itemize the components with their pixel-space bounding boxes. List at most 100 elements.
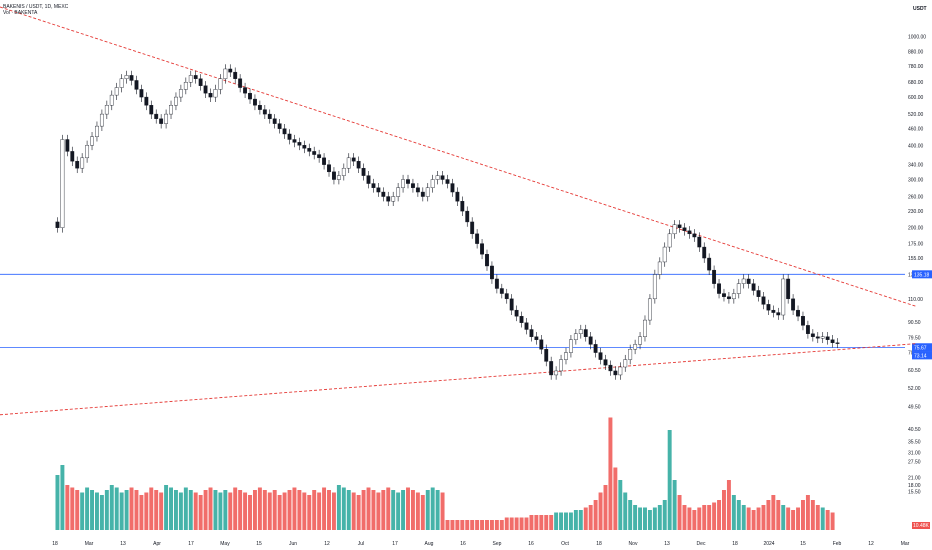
volume-bar [761,505,766,530]
volume-bar [322,487,327,530]
y-tick-label: 680.00 [908,80,924,86]
candle-body [628,349,633,360]
candle-body [178,89,183,98]
volume-bar [766,500,771,530]
candle-body [465,210,470,223]
volume-bar [593,500,598,530]
volume-bar [327,490,331,530]
volume-bar [248,495,252,530]
volume-bar [470,520,475,530]
candle-body [504,293,509,300]
volume-bar [578,510,583,530]
volume-bar [687,507,692,530]
volume-bar [213,490,218,530]
candle-body [667,233,672,248]
candle-body [213,89,218,98]
candle-body [95,125,99,137]
volume-bar [109,485,114,530]
volume-bar [524,517,529,530]
volume-bar [80,492,85,530]
candle-body [327,164,331,173]
volume-bar [519,517,524,530]
x-tick-label: 2024 [763,541,774,547]
volume-bar [341,487,346,530]
volume-bar [633,505,638,530]
volume-bar [608,417,613,530]
symbol-label: BAKENIS / USDT, 1D, MEXC [3,4,69,10]
volume-bar [672,480,677,530]
candle-body [672,224,677,235]
candle-body [692,233,697,238]
candle-body [460,200,465,212]
volume-bar [746,507,751,530]
y-tick-label: 520.00 [908,112,924,118]
x-tick-label: 15 [800,541,806,547]
candle-body [490,265,494,280]
volume-bar [114,487,119,530]
level-price-tag [912,270,932,279]
candle-body [174,96,178,106]
candle-body [603,359,608,366]
current-price-label: 73.14 [914,353,927,359]
y-tick-label: 155.00 [908,256,924,262]
x-tick-label: 17 [392,541,398,547]
volume-bar [514,517,519,530]
candle-body [751,283,756,291]
level-price-label: 135.18 [914,272,930,278]
candle-body [815,336,820,339]
volume-bar [149,487,154,530]
candle-body [494,278,499,289]
candle-body [159,118,164,124]
candle-body [312,151,317,155]
candle-body [272,118,277,124]
volume-bar [509,517,514,530]
volume-tick-label: 18.00 [908,483,921,489]
currency-label: USDT [913,6,927,12]
candle-body [682,227,687,231]
candle-body [805,325,810,334]
volume-bar [450,520,455,530]
candle-body [435,175,440,180]
candle-body [183,81,188,90]
volume-bar [396,492,401,530]
x-tick-label: Mar [85,541,94,547]
volume-bar [603,485,608,530]
volume-bar [475,520,480,530]
candle-body [652,274,657,300]
volume-bar [702,505,707,530]
volume-bar [178,492,183,530]
volume-bar [75,490,80,530]
candle-body [322,157,327,165]
y-tick-label: 880.00 [908,50,924,56]
volume-bar [277,495,282,530]
candle-body [228,68,233,73]
volume-bar [55,475,60,530]
volume-bar [692,510,697,530]
volume-bar [134,490,139,530]
volume-bar [796,507,801,530]
candle-body [356,160,361,169]
y-tick-label: 60.50 [908,368,921,374]
volume-tick-label: 35.50 [908,439,921,445]
volume-bar [203,490,208,530]
candle-body [593,344,598,353]
volume-bar [751,510,756,530]
x-tick-label: Dec [697,541,706,547]
x-tick-label: 13 [120,541,126,547]
candle-body [129,75,134,81]
volume-bar [657,505,662,530]
volume-bar [228,492,233,530]
volume-bar [731,495,736,530]
candle-body [366,175,371,184]
y-tick-label: 400.00 [908,143,924,149]
candle-body [154,113,159,119]
current-price-tag [912,351,932,360]
volume-bar [193,492,198,530]
volume-bar [623,492,628,530]
candle-body [401,179,405,188]
candle-body [109,94,114,106]
candle-body [702,246,707,259]
volume-bar [480,520,485,530]
y-tick-label: 340.00 [908,163,924,169]
